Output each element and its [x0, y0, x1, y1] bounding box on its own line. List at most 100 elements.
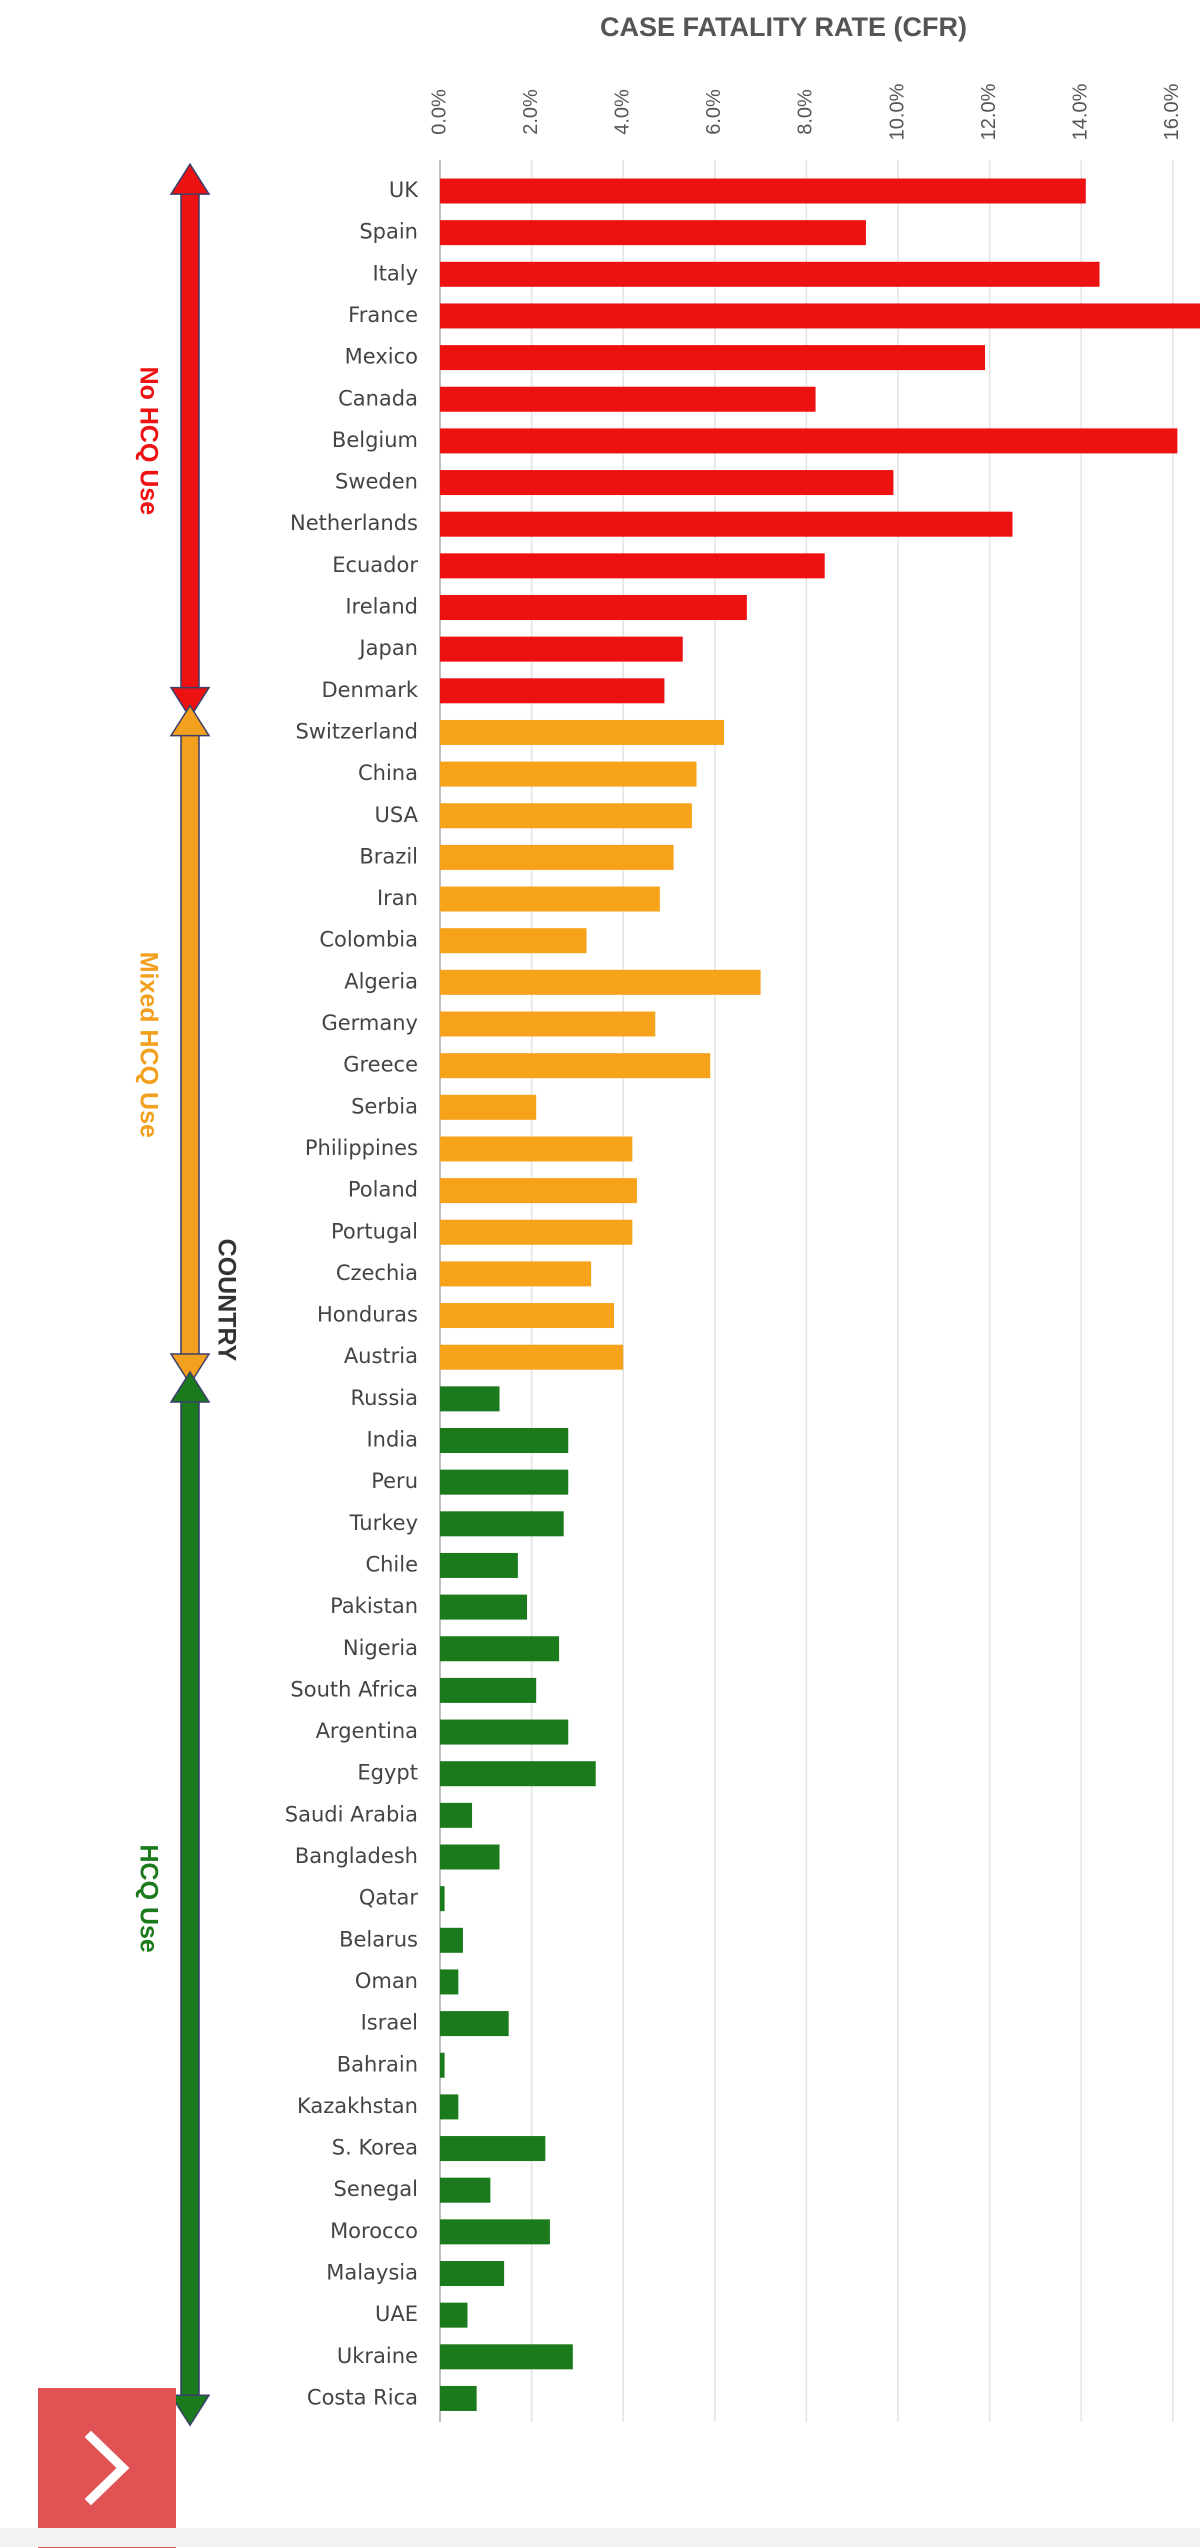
- bar: [440, 220, 866, 246]
- country-label: India: [366, 1428, 418, 1452]
- country-label: Portugal: [331, 1219, 418, 1243]
- x-tick-label: 4.0%: [611, 89, 633, 135]
- bar: [440, 636, 683, 662]
- country-label: Serbia: [351, 1094, 418, 1118]
- bar: [440, 1094, 537, 1120]
- group-brackets: No HCQ Use Mixed HCQ Use HCQ Use: [134, 162, 211, 2427]
- bar: [440, 595, 747, 620]
- bar: [440, 2011, 509, 2037]
- group-bracket-arrow-bottom: [169, 1353, 211, 1386]
- country-label: Poland: [348, 1178, 418, 1202]
- bar: [440, 553, 825, 579]
- country-label: Germany: [321, 1011, 418, 1035]
- country-label: Honduras: [317, 1303, 418, 1327]
- bar: [440, 1053, 711, 1079]
- bar: [440, 2302, 468, 2328]
- bar: [440, 1219, 633, 1245]
- country-label: Algeria: [344, 969, 418, 993]
- bar: [440, 1677, 537, 1703]
- bar: [440, 844, 674, 870]
- group-bracket-arrow-bottom: [169, 2394, 211, 2427]
- bar: [440, 2094, 459, 2120]
- group-bracket-arrow-bottom: [169, 686, 211, 720]
- bar: [440, 719, 724, 745]
- country-label: Netherlands: [290, 511, 418, 535]
- bar: [440, 1802, 473, 1828]
- country-label: Philippines: [305, 1136, 418, 1160]
- bar: [440, 1469, 569, 1495]
- country-label: Bahrain: [337, 2052, 418, 2076]
- country-label: Chile: [365, 1552, 418, 1576]
- bar: [440, 969, 761, 995]
- group-bracket-arrow-top: [169, 162, 211, 195]
- bar: [440, 470, 894, 496]
- country-label: Malaysia: [326, 2261, 418, 2285]
- bar: [440, 2177, 491, 2203]
- bar: [440, 261, 1100, 287]
- x-axis-ticks: 0.0% 2.0% 4.0% 6.0% 8.0% 10.0% 12.0% 14.0% 16.0%: [428, 83, 1183, 140]
- bar: [440, 803, 692, 829]
- country-label: Nigeria: [343, 1636, 418, 1660]
- country-label: Brazil: [359, 844, 418, 868]
- country-label: Japan: [357, 636, 418, 660]
- gridlines: [439, 160, 1174, 2422]
- country-label: South Africa: [290, 1677, 418, 1701]
- group-label: Mixed HCQ Use: [134, 952, 162, 1138]
- country-label: Austria: [344, 1344, 418, 1368]
- bar: [440, 886, 660, 912]
- country-label: Mexico: [345, 345, 418, 369]
- bottom-bar: [0, 2528, 1200, 2547]
- bar: [440, 2219, 550, 2245]
- country-label: Russia: [350, 1386, 418, 1410]
- next-button[interactable]: [38, 2388, 176, 2548]
- country-label: Morocco: [330, 2219, 418, 2243]
- bar: [440, 1303, 615, 1329]
- bar: [440, 1844, 500, 1870]
- group-bracket-shaft: [180, 191, 200, 691]
- bar: [440, 1511, 564, 1537]
- country-label: Bangladesh: [295, 1844, 418, 1868]
- bar: [440, 2136, 546, 2162]
- group-label: HCQ Use: [134, 1844, 162, 1952]
- country-label: Turkey: [349, 1511, 418, 1535]
- country-label: Peru: [371, 1469, 418, 1493]
- country-label: Ireland: [345, 595, 418, 619]
- country-label: Pakistan: [330, 1594, 418, 1618]
- country-label: Switzerland: [296, 719, 419, 743]
- bar: [440, 1552, 518, 1578]
- bar: [440, 2261, 505, 2286]
- country-label: Israel: [361, 2011, 418, 2035]
- bar: [440, 1428, 569, 1453]
- country-label: UAE: [375, 2302, 418, 2326]
- country-label: Costa Rica: [307, 2385, 418, 2409]
- group-label: No HCQ Use: [134, 367, 162, 516]
- bar: [440, 678, 665, 704]
- group-bracket-shaft: [180, 732, 200, 1357]
- country-label: Kazakhstan: [297, 2094, 418, 2118]
- x-tick-label: 0.0%: [428, 89, 450, 135]
- bar: [440, 2385, 477, 2411]
- x-tick-label: 10.0%: [886, 83, 908, 140]
- bar: [440, 428, 1178, 454]
- bar: [440, 1261, 592, 1287]
- x-tick-label: 6.0%: [703, 89, 725, 135]
- bar: [440, 303, 1200, 329]
- country-label: Ukraine: [337, 2344, 418, 2368]
- country-label: Belarus: [339, 1927, 418, 1951]
- country-label: Greece: [343, 1053, 418, 1077]
- x-tick-label: 12.0%: [978, 83, 1000, 140]
- bar: [440, 1344, 624, 1370]
- bar: [440, 1927, 463, 1953]
- bars: [440, 178, 1200, 2411]
- country-label: France: [348, 303, 418, 327]
- bar: [440, 1969, 459, 1995]
- bar: [440, 1178, 637, 1204]
- bar: [440, 511, 1013, 537]
- country-label: Italy: [372, 261, 418, 285]
- bar: [440, 1761, 596, 1787]
- country-label: Colombia: [319, 928, 418, 952]
- country-label: UK: [389, 178, 419, 202]
- country-label: Spain: [359, 220, 418, 244]
- x-tick-label: 14.0%: [1069, 83, 1091, 140]
